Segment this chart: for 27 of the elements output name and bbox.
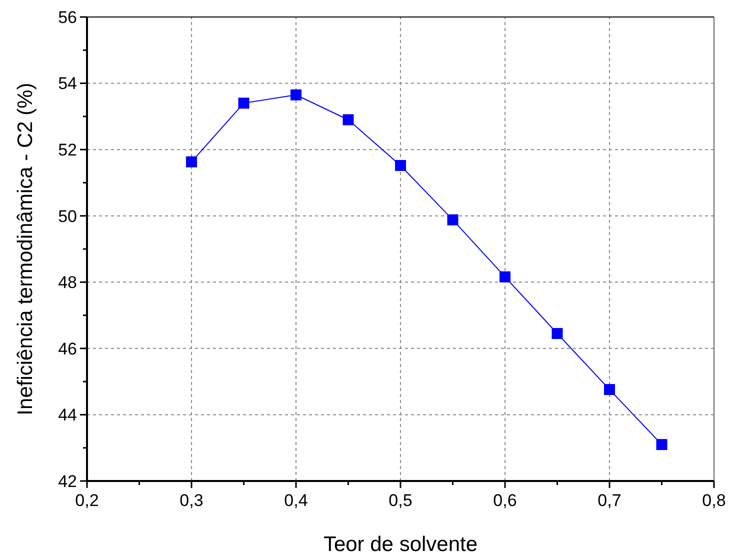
point bbox=[290, 89, 302, 100]
point bbox=[186, 156, 197, 168]
y-tick-label: 44 bbox=[58, 406, 77, 425]
point bbox=[604, 384, 615, 396]
x-tick-label: 0,2 bbox=[75, 491, 99, 510]
y-tick-label: 48 bbox=[58, 273, 77, 292]
x-tick-label: 0,4 bbox=[284, 491, 308, 510]
y-tick-label: 54 bbox=[58, 74, 77, 94]
y-tick-label: 50 bbox=[58, 206, 77, 226]
point bbox=[342, 114, 354, 126]
x-tick-label: 0,3 bbox=[180, 491, 204, 510]
x-tick-label: 0,5 bbox=[388, 491, 412, 510]
y-tick-label: 52 bbox=[58, 140, 77, 160]
y-axis-title: Ineficiência termodinâmica - C2 (%) bbox=[14, 82, 37, 416]
x-tick-label: 0,6 bbox=[493, 491, 517, 510]
point bbox=[447, 214, 458, 226]
point bbox=[656, 439, 668, 450]
x-tick-label: 0,8 bbox=[702, 491, 726, 510]
point bbox=[238, 98, 250, 109]
point bbox=[552, 328, 563, 340]
x-tick-label: 0,7 bbox=[598, 491, 622, 510]
y-tick-label: 42 bbox=[58, 472, 77, 491]
x-axis-title: Teor de solvente bbox=[323, 533, 478, 556]
point bbox=[395, 160, 406, 171]
y-tick-label: 56 bbox=[58, 8, 77, 27]
point bbox=[500, 271, 510, 282]
y-tick-label: 46 bbox=[58, 339, 77, 358]
